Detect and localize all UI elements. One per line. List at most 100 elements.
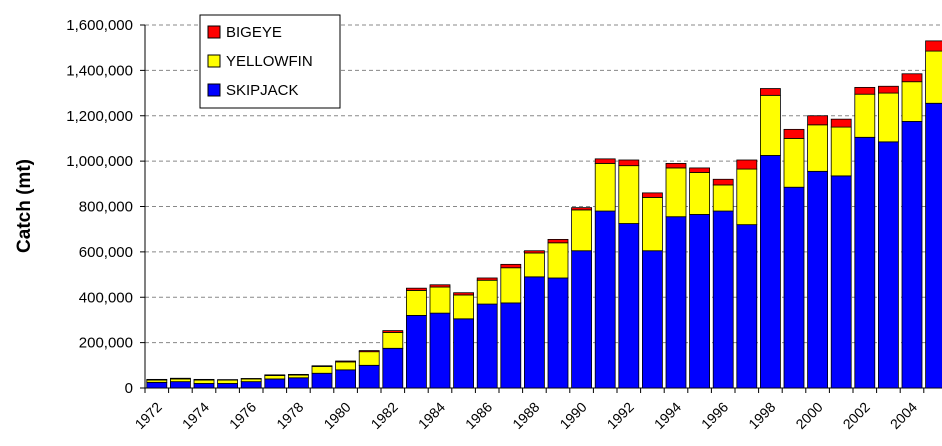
- bar-segment: [335, 369, 357, 389]
- bar-segment: [169, 378, 191, 383]
- bar-segment: [854, 136, 876, 389]
- bar-segment: [571, 209, 592, 252]
- bar-segment: [878, 92, 899, 143]
- bar-segment: [712, 184, 734, 212]
- x-tick-label: 1990: [556, 399, 589, 432]
- bar-segment: [524, 250, 545, 254]
- bar-segment: [689, 167, 710, 173]
- y-tick-label: 1,400,000: [66, 62, 133, 79]
- bar-segment: [830, 175, 852, 389]
- bar-segment: [712, 210, 734, 389]
- bar-segment: [476, 303, 498, 389]
- y-tick-label: 1,600,000: [66, 17, 133, 34]
- bar-segment: [453, 294, 475, 320]
- bar-segment: [878, 141, 899, 389]
- bar-segment: [547, 238, 569, 244]
- bar-segment: [925, 40, 942, 52]
- x-tick-label: 2004: [887, 399, 920, 432]
- bar-segment: [618, 223, 640, 389]
- bar-segment: [429, 284, 451, 288]
- legend-label: SKIPJACK: [226, 82, 299, 99]
- bar-segment: [571, 207, 592, 211]
- bar-segment: [547, 277, 569, 389]
- bar-segment: [642, 197, 663, 252]
- legend-label: BIGEYE: [226, 24, 282, 41]
- bar-segment: [618, 165, 640, 224]
- legend-box: [199, 14, 341, 109]
- bar-segment: [476, 279, 498, 305]
- bar-segment: [311, 372, 333, 389]
- bar-segment: [429, 312, 451, 389]
- bar-segment: [311, 365, 333, 367]
- bar-segment: [547, 242, 569, 279]
- bar-segment: [358, 364, 380, 389]
- x-tick-label: 1972: [132, 399, 165, 432]
- bar-segment: [642, 250, 663, 389]
- bar-segment: [264, 374, 286, 376]
- bar-segment: [453, 318, 475, 389]
- x-tick-label: 2002: [840, 399, 873, 432]
- bar-segment: [736, 168, 758, 226]
- y-tick-label: 0: [125, 380, 133, 397]
- bar-segment: [594, 162, 616, 212]
- bar-segment: [146, 381, 168, 389]
- bar-segment: [571, 250, 592, 389]
- bar-segment: [901, 73, 923, 83]
- bar-segment: [665, 216, 687, 389]
- legend-swatch: [207, 54, 221, 68]
- bar-segment: [901, 81, 923, 122]
- bar-segment: [500, 302, 522, 389]
- bar-segment: [925, 102, 942, 389]
- bar-segment: [311, 366, 333, 374]
- bar-segment: [429, 286, 451, 314]
- bar-segment: [405, 290, 427, 316]
- y-tick-label: 400,000: [79, 289, 133, 306]
- bar-segment: [736, 224, 758, 389]
- x-tick-label: 1982: [368, 399, 401, 432]
- bar-segment: [783, 128, 805, 139]
- bar-segment: [240, 378, 262, 383]
- x-tick-label: 2000: [792, 399, 825, 432]
- bar-segment: [405, 314, 427, 389]
- y-axis-title: Catch (mt): [14, 159, 35, 253]
- bar-segment: [807, 115, 828, 126]
- x-tick-label: 1988: [509, 399, 542, 432]
- y-tick-label: 200,000: [79, 335, 133, 352]
- bar-segment: [618, 159, 640, 167]
- bar-segment: [665, 162, 687, 169]
- legend-swatch: [207, 25, 221, 39]
- bar-segment: [382, 330, 404, 333]
- y-tick-label: 1,000,000: [66, 153, 133, 170]
- y-tick-label: 600,000: [79, 244, 133, 261]
- bar-segment: [335, 360, 357, 363]
- x-tick-label: 1976: [226, 399, 259, 432]
- bar-segment: [665, 167, 687, 218]
- bar-segment: [830, 118, 852, 128]
- bar-segment: [335, 361, 357, 371]
- bar-segment: [594, 158, 616, 164]
- bar-segment: [760, 155, 781, 389]
- bar-segment: [287, 377, 309, 389]
- bar-segment: [287, 373, 309, 376]
- bar-segment: [689, 172, 710, 215]
- bar-segment: [642, 192, 663, 198]
- x-tick-label: 1978: [273, 399, 306, 432]
- bar-segment: [878, 85, 899, 94]
- bar-segment: [760, 94, 781, 156]
- bar-segment: [524, 276, 545, 389]
- bar-segment: [783, 138, 805, 188]
- bar-segment: [217, 383, 239, 389]
- y-tick-label: 1,200,000: [66, 108, 133, 125]
- y-tick-label: 800,000: [79, 199, 133, 216]
- bar-segment: [854, 93, 876, 138]
- bar-segment: [925, 50, 942, 104]
- legend-label: YELLOWFIN: [226, 53, 313, 70]
- bar-segment: [736, 159, 758, 170]
- legend-swatch: [207, 83, 221, 97]
- bar-segment: [524, 252, 545, 278]
- bar-segment: [830, 126, 852, 177]
- x-tick-label: 1986: [462, 399, 495, 432]
- bar-segment: [240, 381, 262, 389]
- bar-segment: [382, 332, 404, 349]
